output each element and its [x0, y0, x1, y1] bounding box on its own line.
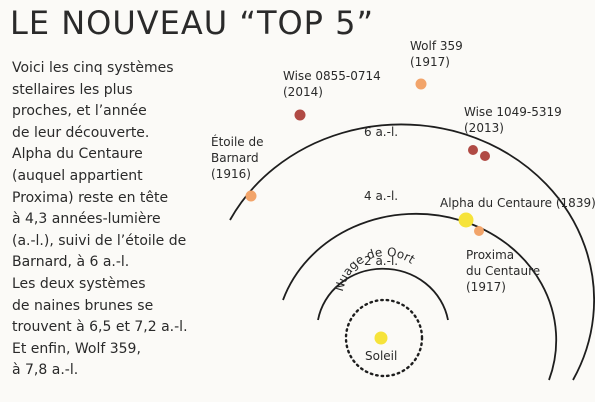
description-line: proches, et l’année [12, 103, 147, 120]
alpha-centauri-dot [458, 212, 474, 228]
barnard-star-dot [245, 190, 257, 202]
barnard-label-line-3: (1916) [211, 167, 251, 181]
ring-label-2-ly: 2 a.-l. [364, 254, 398, 268]
description-line: Proxima) reste en tête [12, 189, 169, 206]
description-text: Voici les cinq systèmes stellaires les p… [12, 58, 202, 382]
description-line: Et enfin, Wolf 359, [12, 340, 141, 357]
description-line: de naines brunes se [12, 297, 154, 314]
ring-4-ly [282, 212, 558, 381]
description-line: Alpha du Centaure [12, 146, 143, 163]
ring-2-ly [317, 267, 449, 321]
proxima-label-line-3: (1917) [466, 280, 506, 294]
ring-6-ly [229, 123, 595, 381]
wise-0855-dot [294, 109, 306, 121]
sun-label: Soleil [365, 349, 397, 363]
description-line: trouvent à 6,5 et 7,2 a.-l. [12, 319, 188, 336]
description-line: à 7,8 a.-l. [12, 362, 79, 379]
wise-1049-dot-a [468, 145, 478, 155]
wolf-359-name: Wolf 359 [410, 39, 463, 53]
description-line: à 4,3 années-lumière [12, 211, 161, 228]
wolf-359-year: (1917) [410, 55, 450, 69]
proxima-label-line-1: Proxima [466, 248, 514, 262]
proxima-label-line-2: du Centaure [466, 264, 540, 278]
ring-label-4-ly: 4 a.-l. [364, 189, 398, 203]
description-line: Barnard, à 6 a.-l. [12, 254, 130, 271]
barnard-label-line-1: Étoile de [211, 134, 264, 149]
description-line: stellaires les plus [12, 81, 133, 98]
barnard-label-line-2: Barnard [211, 151, 259, 165]
wise-1049-year: (2013) [464, 121, 504, 135]
wise-0855-year: (2014) [283, 85, 323, 99]
proxima-centauri-dot [474, 226, 484, 236]
alpha-centauri-label: Alpha du Centaure (1839) [440, 196, 595, 210]
description-line: (auquel appartient [12, 167, 143, 184]
wise-0855-name: Wise 0855-0714 [283, 69, 381, 83]
wolf-359-dot [415, 78, 427, 90]
ring-label-6-ly: 6 a.-l. [364, 125, 398, 139]
description-line: (a.-l.), suivi de l’étoile de [12, 232, 187, 249]
description-line: de leur découverte. [12, 124, 150, 141]
page-title: LE NOUVEAU “TOP 5” [10, 4, 375, 42]
oort-cloud-circle [344, 298, 424, 378]
sun-dot [374, 331, 388, 345]
description-line: Voici les cinq systèmes [12, 60, 174, 76]
wise-1049-dot-b [480, 151, 490, 161]
description-line: Les deux systèmes [12, 275, 146, 292]
wise-1049-name: Wise 1049-5319 [464, 105, 562, 119]
